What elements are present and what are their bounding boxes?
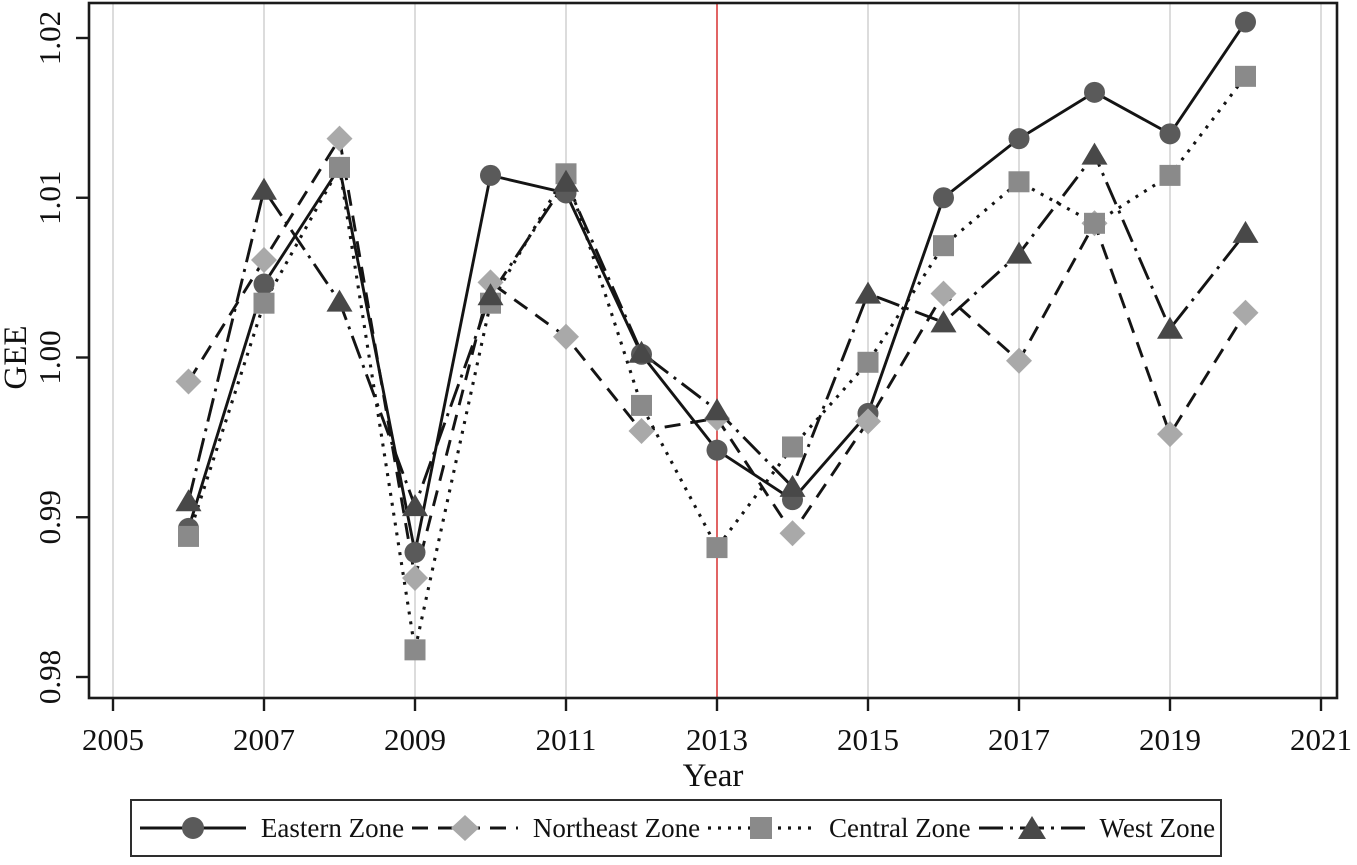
x-tick-label: 2015 — [837, 722, 899, 757]
x-tick-label: 2011 — [536, 722, 597, 757]
marker-square — [178, 525, 199, 547]
marker-diamond — [930, 280, 957, 307]
legend-item-northeast-zone: Northeast Zone — [409, 813, 700, 844]
marker-diamond — [1006, 347, 1032, 374]
x-tick-label: 2021 — [1290, 722, 1352, 757]
marker-triangle — [1232, 220, 1259, 243]
marker-triangle — [628, 340, 655, 363]
marker-diamond — [553, 323, 579, 350]
marker-triangle — [553, 169, 579, 192]
y-axis-title: GEE — [0, 325, 34, 389]
marker-circle — [1084, 81, 1105, 103]
marker-circle — [706, 439, 728, 461]
legend-marker-circle-icon — [139, 817, 246, 839]
marker-square — [857, 351, 879, 373]
y-tick-label: 1.00 — [32, 330, 67, 384]
marker-triangle — [175, 489, 202, 512]
series-line-central-zone — [187, 75, 1247, 651]
x-axis-title: Year — [683, 758, 744, 794]
chart-plot: 2005 2007 2009 2011 2013 2015 2017 2019 2021 0.98… — [0, 1, 1352, 794]
marker-square — [404, 639, 426, 661]
legend-marker-square-icon — [707, 817, 814, 839]
marker-diamond — [326, 125, 353, 152]
marker-square — [933, 235, 954, 257]
legend-label: Central Zone — [828, 812, 971, 843]
marker-triangle — [855, 281, 881, 304]
x-tick-label: 2013 — [686, 722, 748, 757]
marker-diamond — [779, 520, 806, 547]
marker-square — [253, 292, 275, 314]
marker-square — [1159, 164, 1181, 186]
plot-border — [87, 1, 1339, 700]
marker-circle — [253, 273, 275, 295]
legend-label: Northeast Zone — [532, 812, 701, 843]
marker-diamond — [175, 368, 202, 395]
x-tick-label: 2007 — [233, 722, 295, 757]
marker-triangle — [1006, 241, 1032, 264]
marker-diamond — [251, 247, 277, 274]
marker-circle — [1235, 11, 1256, 33]
legend-label: West Zone — [1099, 812, 1216, 843]
marker-diamond — [855, 408, 881, 435]
marker-circle — [480, 164, 501, 186]
marker-square — [1084, 212, 1105, 234]
marker-circle — [1008, 128, 1030, 150]
marker-square — [782, 436, 803, 458]
legend-marker-triangle-icon — [978, 816, 1085, 839]
y-tick-label: 0.99 — [32, 490, 67, 544]
marker-square — [631, 394, 652, 416]
y-tick-label: 0.98 — [32, 650, 67, 704]
marker-triangle — [930, 310, 957, 333]
marker-diamond — [402, 564, 428, 591]
marker-diamond — [477, 269, 504, 296]
marker-square — [1235, 65, 1256, 87]
legend-label: Eastern Zone — [260, 812, 405, 843]
y-tick-label: 1.02 — [32, 11, 67, 65]
marker-triangle — [779, 474, 806, 497]
marker-triangle — [1081, 142, 1108, 165]
y-tick-label: 1.01 — [32, 171, 67, 225]
legend-item-central-zone: Central Zone — [705, 813, 971, 844]
marker-diamond — [1232, 299, 1259, 326]
marker-square — [706, 537, 728, 559]
marker-triangle — [251, 177, 277, 200]
marker-triangle — [1157, 316, 1183, 339]
marker-diamond — [628, 417, 655, 444]
marker-square — [1008, 171, 1030, 193]
x-tick-label: 2005 — [82, 722, 144, 757]
marker-triangle — [477, 283, 504, 306]
marker-triangle — [402, 494, 428, 517]
x-tick-label: 2019 — [1139, 722, 1201, 757]
x-tick-label: 2009 — [384, 722, 446, 757]
legend: Eastern Zone Northeast Zone Central Zone… — [130, 799, 1222, 857]
marker-triangle — [326, 289, 353, 312]
x-tick-label: 2017 — [988, 722, 1050, 757]
marker-diamond — [1157, 421, 1183, 448]
marker-circle — [404, 541, 426, 563]
marker-circle — [933, 187, 954, 209]
legend-item-eastern-zone: Eastern Zone — [137, 813, 404, 844]
marker-triangle — [704, 398, 730, 421]
marker-square — [329, 156, 350, 178]
marker-circle — [1159, 123, 1181, 145]
legend-marker-diamond-icon — [411, 815, 518, 841]
legend-item-west-zone: West Zone — [976, 812, 1216, 844]
